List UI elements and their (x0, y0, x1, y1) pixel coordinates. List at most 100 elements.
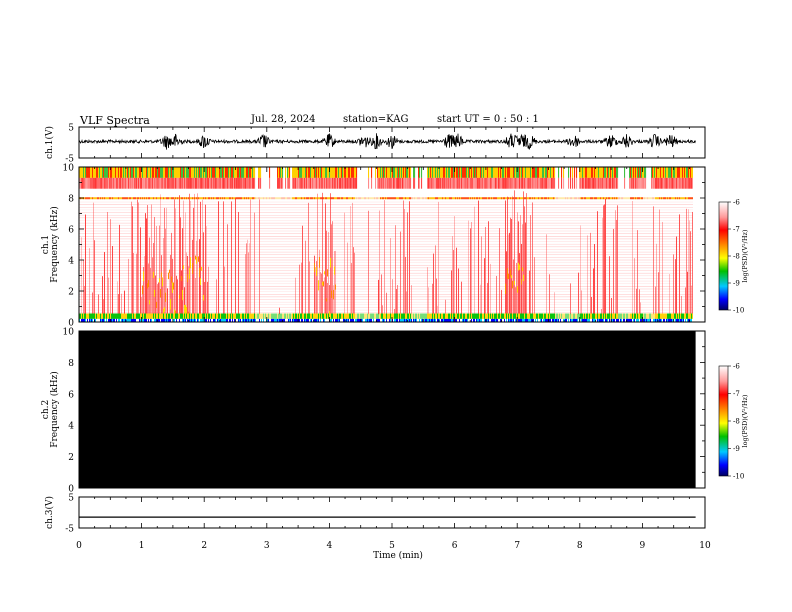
spec-cell (189, 193, 190, 315)
spec-cell (91, 318, 93, 322)
spec-cell (488, 318, 490, 322)
spec-cell (472, 318, 474, 322)
spec-cell (229, 318, 231, 322)
spec-cell (225, 177, 227, 189)
spec-cell (602, 197, 604, 200)
spec-cell (375, 313, 377, 319)
spec-cell (305, 318, 307, 322)
spec-cell (409, 167, 411, 178)
spec-cell (212, 177, 214, 189)
axes-layer (78, 126, 706, 529)
spec-cell (343, 177, 345, 189)
spec-cell (433, 167, 435, 178)
spec-cell (248, 318, 250, 322)
spec-cell (358, 318, 360, 322)
spec-cell (338, 177, 340, 189)
spec-cell (662, 313, 664, 319)
spec-cell (401, 167, 403, 178)
x-tick-label: 1 (139, 541, 145, 551)
spec-cell (160, 313, 162, 319)
spec-cell (659, 177, 661, 189)
spec-cell (230, 197, 232, 200)
spec-cell (364, 197, 366, 200)
spec-cell (344, 313, 346, 319)
spec-cell (204, 281, 205, 315)
spec-cell (598, 177, 600, 189)
spec-cell (547, 167, 549, 178)
spec-cell (590, 177, 592, 189)
spec-cell (297, 197, 299, 200)
spec-cell (133, 167, 135, 178)
spec-cell (269, 177, 271, 189)
spec-cell (203, 232, 204, 315)
spec-cell (478, 313, 480, 319)
spec-cell (171, 232, 172, 315)
spec-cell (657, 177, 659, 189)
spec-cell (468, 167, 470, 178)
spec-cell (492, 197, 494, 200)
spec-cell (660, 197, 662, 200)
spec-cell (355, 197, 357, 200)
spec-cell (307, 177, 309, 189)
spec-cell (96, 197, 98, 200)
spec-cell (425, 318, 427, 322)
spec-cell (203, 294, 204, 301)
spec-cell (611, 318, 613, 322)
spec-cell (470, 313, 472, 319)
spec-cell (577, 313, 579, 319)
spec-cell (323, 313, 325, 319)
spec-cell (178, 167, 180, 178)
spec-cell (519, 167, 521, 178)
colorbar-tick-label: -8 (733, 418, 740, 426)
spec-cell (227, 167, 229, 178)
spec-cell (245, 318, 247, 322)
spec-cell (328, 177, 330, 189)
spec-cell (451, 318, 453, 322)
spec-cell (236, 177, 238, 189)
spec-cell (139, 318, 141, 322)
spec-cell (239, 318, 241, 322)
spec-cell (196, 318, 198, 322)
spec-cell (298, 197, 300, 200)
spec-cell (429, 167, 431, 178)
spec-cell (680, 313, 682, 319)
spec-cell (621, 313, 623, 319)
spec-cell (83, 313, 85, 319)
spec-cell (462, 197, 464, 200)
spec-cell (288, 197, 290, 200)
spec-cell (563, 177, 565, 189)
spec-cell (608, 197, 610, 200)
spec-cell (117, 313, 119, 319)
spec-cell (632, 197, 634, 200)
spec-cell (147, 318, 149, 322)
spec-cell (321, 313, 323, 319)
spec-cell (274, 197, 276, 200)
spec-cell (629, 313, 631, 319)
spec-cell (99, 167, 101, 178)
spec-cell (567, 197, 569, 200)
spec-cell (182, 318, 184, 322)
spec-cell (337, 318, 339, 322)
spec-cell (549, 177, 551, 189)
spec-cell (328, 232, 329, 315)
spec-cell (521, 313, 523, 319)
spec-cell (153, 177, 155, 189)
spec-cell (664, 197, 666, 200)
spec-cell (647, 313, 649, 319)
spec-cell (412, 313, 414, 319)
spec-cell (408, 197, 410, 200)
spec-cell (393, 313, 395, 319)
spec-cell (273, 318, 275, 322)
spec-cell (572, 197, 574, 200)
spec-cell (612, 177, 614, 189)
spec-cell (467, 313, 469, 319)
spec-cell (176, 318, 178, 322)
spec-cell (374, 197, 376, 200)
spec-cell (180, 217, 181, 315)
spec-cell (432, 283, 433, 315)
spec-cell (541, 318, 543, 322)
spec-cell (299, 197, 301, 200)
spec-cell (160, 288, 161, 298)
spec-cell (311, 197, 313, 200)
spec-cell (602, 217, 603, 315)
